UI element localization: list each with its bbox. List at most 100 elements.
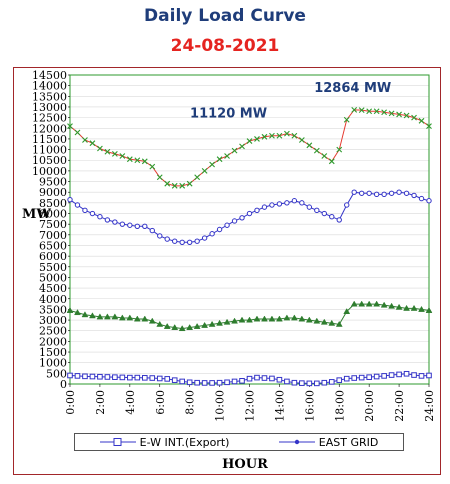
series-2-point-9	[133, 315, 141, 322]
series-3-point-24	[246, 375, 253, 382]
series-2-point-29	[283, 314, 291, 321]
chart-title: Daily Load Curve	[144, 6, 306, 26]
series-3-point-34	[321, 379, 328, 386]
series-1-point-48	[426, 198, 432, 204]
series-0-point-17	[194, 174, 201, 181]
series-0-point-39	[358, 107, 365, 114]
series-3-point-21	[224, 379, 230, 386]
x-tick-label-2: 4:00	[124, 390, 137, 415]
series-3-point-8	[127, 374, 133, 381]
x-tick-label-9: 18:00	[333, 390, 346, 422]
series-0-point-47	[418, 117, 425, 124]
y-tick-label-20: 10000	[32, 165, 67, 178]
series-3-point-10	[141, 375, 148, 381]
x-tick-label-3: 6:00	[154, 390, 167, 415]
series-2-point-40	[365, 300, 373, 307]
y-tick-label-2: 1000	[39, 357, 67, 370]
series-3-point-23	[239, 378, 245, 384]
series-3-point-25	[254, 374, 260, 381]
legend-label-export: E-W INT.(Export)	[139, 435, 230, 449]
series-0-point-0	[67, 123, 73, 130]
series-3-point-43	[388, 372, 395, 378]
series-1-point-22	[231, 218, 238, 224]
series-0-point-24	[246, 138, 253, 144]
series-2-point-20	[216, 319, 224, 326]
series-0-point-28	[276, 132, 283, 139]
series-1-point-41	[373, 191, 380, 198]
series-0-point-5	[104, 148, 111, 155]
y-tick-label-19: 9500	[39, 176, 67, 189]
series-1-point-36	[336, 217, 342, 223]
series-2-point-46	[410, 304, 418, 311]
series-0-point-29	[284, 130, 290, 137]
series-2-point-25	[253, 315, 261, 322]
series-2-point-33	[313, 317, 321, 324]
y-tick-label-6: 3000	[39, 314, 67, 327]
series-1-point-42	[381, 191, 387, 198]
series-2-point-41	[373, 300, 381, 307]
legend-item-east-grid: EAST GRID	[278, 436, 378, 449]
series-0-point-20	[216, 156, 223, 163]
y-tick-label-9: 4500	[39, 282, 67, 295]
y-tick-label-11: 5500	[39, 261, 67, 274]
series-0-point-3	[89, 140, 96, 147]
series-3-point-20	[216, 379, 223, 386]
series-2-point-8	[126, 314, 134, 321]
series-3-point-2	[82, 373, 88, 380]
series-2-point-17	[193, 322, 201, 329]
annotation-label-0: 11120 MW	[190, 107, 267, 122]
series-2-point-16	[186, 324, 194, 330]
series-3-point-6	[112, 374, 118, 380]
series-0-point-14	[171, 182, 178, 189]
series-2-point-35	[328, 319, 336, 326]
series-0-point-18	[201, 168, 208, 174]
series-3-point-26	[261, 375, 268, 381]
x-tick-label-12: 24:00	[423, 390, 436, 422]
series-1-point-32	[306, 204, 313, 210]
series-3-point-0	[67, 372, 73, 379]
series-2-point-7	[118, 314, 126, 321]
series-0-point-45	[403, 112, 410, 119]
series-2-point-13	[163, 322, 171, 329]
series-1-point-17	[194, 238, 200, 244]
series-2-point-24	[246, 316, 253, 323]
y-tick-label-23: 11500	[32, 133, 67, 146]
y-tick-label-5: 2500	[39, 325, 67, 338]
series-3-point-5	[104, 374, 111, 380]
x-tick-label-10: 20:00	[363, 390, 376, 422]
series-1-point-40	[366, 190, 372, 196]
series-0-point-22	[231, 147, 238, 154]
series-0-point-34	[321, 153, 328, 159]
x-tick-label-0: 0:00	[64, 390, 77, 415]
series-1-point-6	[112, 219, 118, 225]
series-1-point-16	[186, 239, 193, 245]
legend-square-marker-icon	[99, 438, 136, 446]
y-tick-label-0: 0	[60, 378, 67, 391]
series-3-point-4	[97, 373, 103, 380]
x-tick-label-8: 16:00	[303, 390, 316, 422]
series-1-point-13	[164, 236, 170, 242]
series-2-point-3	[89, 312, 96, 319]
series-2-point-43	[388, 302, 396, 309]
y-tick-label-16: 8000	[39, 208, 67, 221]
series-2-point-26	[261, 315, 268, 322]
series-1-point-27	[269, 202, 275, 208]
y-tick-label-28: 14000	[32, 80, 67, 93]
series-1-point-20	[216, 226, 223, 233]
series-1-point-15	[179, 239, 185, 245]
series-1-point-1	[74, 202, 81, 208]
series-3-point-7	[119, 374, 126, 381]
series-3-point-9	[134, 374, 141, 381]
y-tick-label-24: 12000	[32, 122, 67, 135]
series-3-point-33	[314, 380, 320, 387]
x-axis-label: HOUR	[222, 457, 268, 472]
series-0-point-43	[388, 110, 395, 117]
series-1-point-10	[142, 223, 148, 230]
y-tick-label-17: 8500	[39, 197, 67, 210]
series-1-point-45	[403, 190, 410, 196]
series-3-point-38	[351, 375, 358, 381]
series-0-point-16	[186, 180, 193, 187]
series-0-point-32	[306, 142, 313, 149]
series-3-point-36	[336, 377, 343, 383]
legend-diamond-marker-icon	[278, 439, 315, 445]
